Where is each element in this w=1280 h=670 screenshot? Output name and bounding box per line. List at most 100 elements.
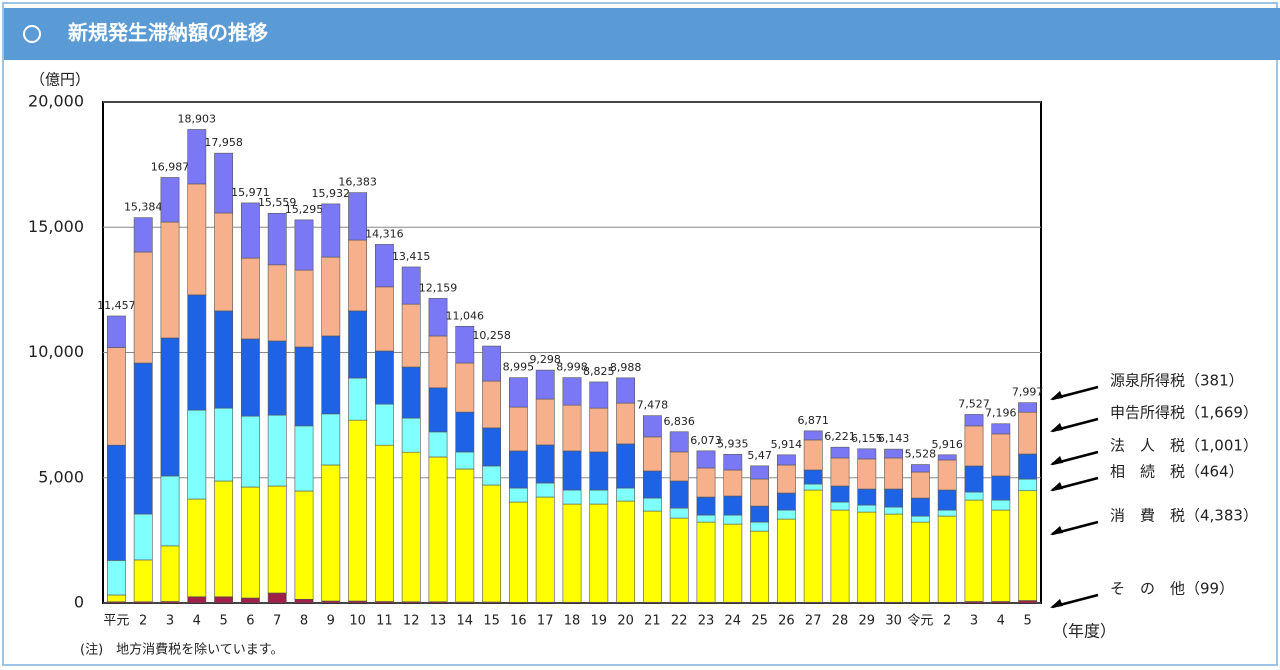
x-tick-label: 3 (970, 614, 978, 629)
bar-segment (562, 503, 582, 603)
bar-segment (857, 448, 877, 460)
total-label: 5,914 (771, 438, 803, 451)
total-label: 15,295 (285, 203, 324, 216)
legend-label: 申告所得税（1,669） (1110, 404, 1258, 422)
bar-segment (964, 465, 984, 493)
total-label: 12,159 (419, 281, 458, 294)
total-label: 7,196 (985, 407, 1017, 420)
bar-segment (214, 480, 234, 598)
x-tick-label: 29 (859, 614, 876, 629)
bar-segment (803, 489, 823, 603)
bar-segment (884, 448, 904, 459)
bar-segment (160, 545, 180, 602)
bar-segment (535, 482, 555, 498)
bar-segment (455, 325, 475, 364)
bar-segment (428, 298, 448, 337)
y-tick-label: 15,000 (28, 217, 84, 236)
bar-segment (562, 450, 582, 491)
bar-segment (160, 177, 180, 223)
x-tick-label: 28 (832, 614, 849, 629)
bar-segment (616, 443, 636, 489)
x-tick-label: 14 (457, 614, 474, 629)
bar-segment (910, 521, 930, 603)
total-label: 11,046 (446, 309, 485, 322)
bar-segment (240, 338, 260, 417)
bar-segment (240, 202, 260, 259)
bar-segment (669, 507, 689, 519)
bar-segment (348, 419, 368, 602)
total-label: 15,932 (312, 187, 351, 200)
bar-segment (830, 501, 850, 511)
bar-segment (991, 423, 1011, 435)
bar-segment (616, 377, 636, 404)
bar-segment (321, 203, 341, 258)
legend-label: 消 費 税（4,383） (1110, 507, 1258, 525)
total-label: 6,221 (824, 430, 856, 443)
bar-segment (910, 464, 930, 473)
bar-segment (857, 488, 877, 506)
bar-segment (187, 498, 207, 598)
total-label: 6,155 (851, 432, 883, 445)
bar-segment (803, 483, 823, 491)
bar-segment (776, 464, 796, 494)
bar-segment (294, 598, 314, 604)
total-label: 16,383 (338, 176, 377, 189)
total-label: 6,143 (878, 432, 910, 445)
x-tick-label: 13 (430, 614, 447, 629)
bar-segment (723, 469, 743, 497)
bar-segment (187, 129, 207, 185)
bar-segment (669, 451, 689, 482)
bar-segment (937, 509, 957, 517)
x-tick-label: 21 (644, 614, 661, 629)
bar-segment (401, 303, 421, 368)
bar-segment (937, 515, 957, 603)
bar-segment (776, 518, 796, 603)
bar-segment (857, 504, 877, 513)
bar-segment (160, 337, 180, 477)
x-tick-label: 22 (671, 614, 688, 629)
header-icon (23, 25, 41, 43)
bar-segment (321, 335, 341, 415)
bar-segment (294, 346, 314, 427)
y-tick-label: 10,000 (28, 342, 84, 361)
bar-segment (910, 515, 930, 523)
y-tick-label: 20,000 (28, 92, 84, 111)
total-label: 5,47 (747, 449, 772, 462)
bar-segment (562, 377, 582, 406)
total-label: 15,384 (124, 201, 163, 214)
bar-segment (642, 436, 662, 472)
header-bar (4, 8, 1280, 60)
bar-segment (910, 497, 930, 517)
x-axis-label: （年度） (1052, 622, 1116, 641)
bar-segment (991, 499, 1011, 511)
bar-segment (642, 510, 662, 603)
bar-segment (508, 450, 528, 489)
x-tick-label: 23 (698, 614, 715, 629)
bar-segment (160, 475, 180, 547)
total-label: 5,528 (905, 448, 937, 461)
bar-segment (482, 380, 502, 429)
bar-segment (187, 183, 207, 296)
bar-segment (267, 414, 287, 487)
bar-segment (321, 600, 341, 604)
total-label: 6,073 (690, 434, 722, 447)
bar-segment (776, 454, 796, 466)
bar-segment (321, 413, 341, 466)
legend-arrowhead (1050, 423, 1063, 432)
bar-segment (616, 402, 636, 445)
legend-label: 法 人 税（1,001） (1110, 437, 1258, 455)
bar-segment (642, 415, 662, 438)
bar-segment (589, 503, 609, 603)
bar-segment (642, 470, 662, 499)
total-label: 7,478 (637, 399, 669, 412)
x-tick-label: 5 (219, 614, 227, 629)
bar-segment (267, 212, 287, 266)
x-tick-label: 2 (943, 614, 951, 629)
bar-segment (214, 596, 234, 604)
bar-segment (991, 509, 1011, 602)
bar-segment (374, 244, 394, 288)
bar-segment (214, 407, 234, 482)
x-tick-label: 16 (510, 614, 527, 629)
x-tick-label: 18 (564, 614, 581, 629)
